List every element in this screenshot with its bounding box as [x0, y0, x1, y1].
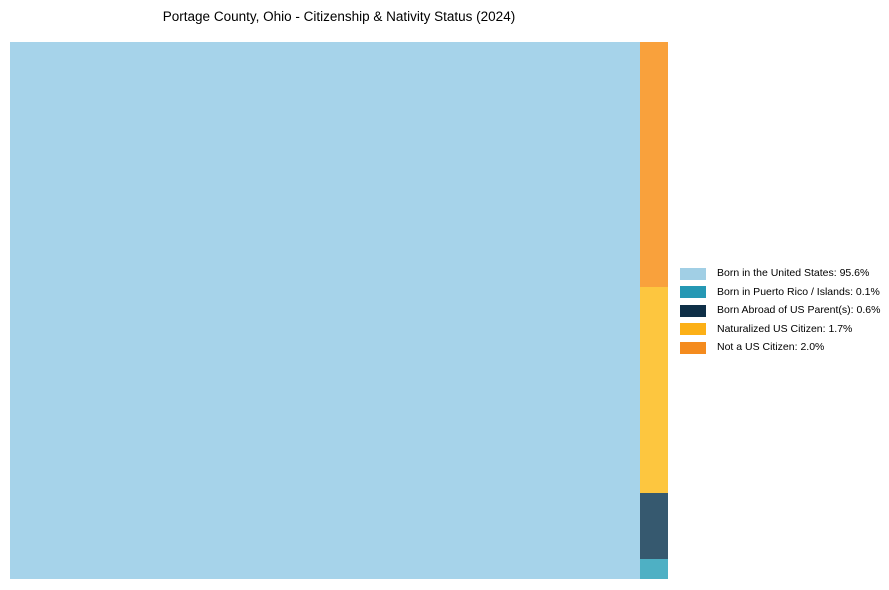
legend-swatch-not-a-us-citizen	[680, 341, 706, 354]
treemap-block-born-abroad-of-us-parents	[640, 493, 668, 559]
legend: Born in the United States: 95.6% Born in…	[680, 267, 880, 360]
legend-item-born-abroad-of-us-parents: Born Abroad of US Parent(s): 0.6%	[680, 304, 880, 317]
legend-label: Born in the United States: 95.6%	[717, 267, 870, 279]
legend-label: Not a US Citizen: 2.0%	[717, 341, 825, 353]
legend-label: Born Abroad of US Parent(s): 0.6%	[717, 304, 881, 316]
treemap-block-not-a-us-citizen	[640, 42, 668, 287]
legend-item-not-a-us-citizen: Not a US Citizen: 2.0%	[680, 341, 880, 354]
treemap-chart	[10, 42, 668, 579]
legend-swatch-born-in-the-united-states	[680, 267, 706, 280]
legend-label: Naturalized US Citizen: 1.7%	[717, 322, 853, 335]
legend-swatch-born-in-puerto-rico-islands	[680, 286, 706, 298]
treemap-block-born-in-the-united-states	[10, 42, 640, 579]
legend-item-born-in-puerto-rico-islands: Born in Puerto Rico / Islands: 0.1%	[680, 286, 880, 299]
treemap-block-born-in-puerto-rico-islands	[640, 559, 668, 579]
treemap-block-naturalized-us-citizen	[640, 287, 668, 493]
legend-item-naturalized-us-citizen: Naturalized US Citizen: 1.7%	[680, 323, 880, 336]
legend-label: Born in Puerto Rico / Islands: 0.1%	[717, 285, 880, 298]
legend-swatch-born-abroad-of-us-parents	[680, 304, 706, 317]
legend-item-born-in-the-united-states: Born in the United States: 95.6%	[680, 267, 880, 280]
chart-title: Portage County, Ohio - Citizenship & Nat…	[162, 9, 516, 24]
legend-swatch-naturalized-us-citizen	[680, 323, 706, 335]
